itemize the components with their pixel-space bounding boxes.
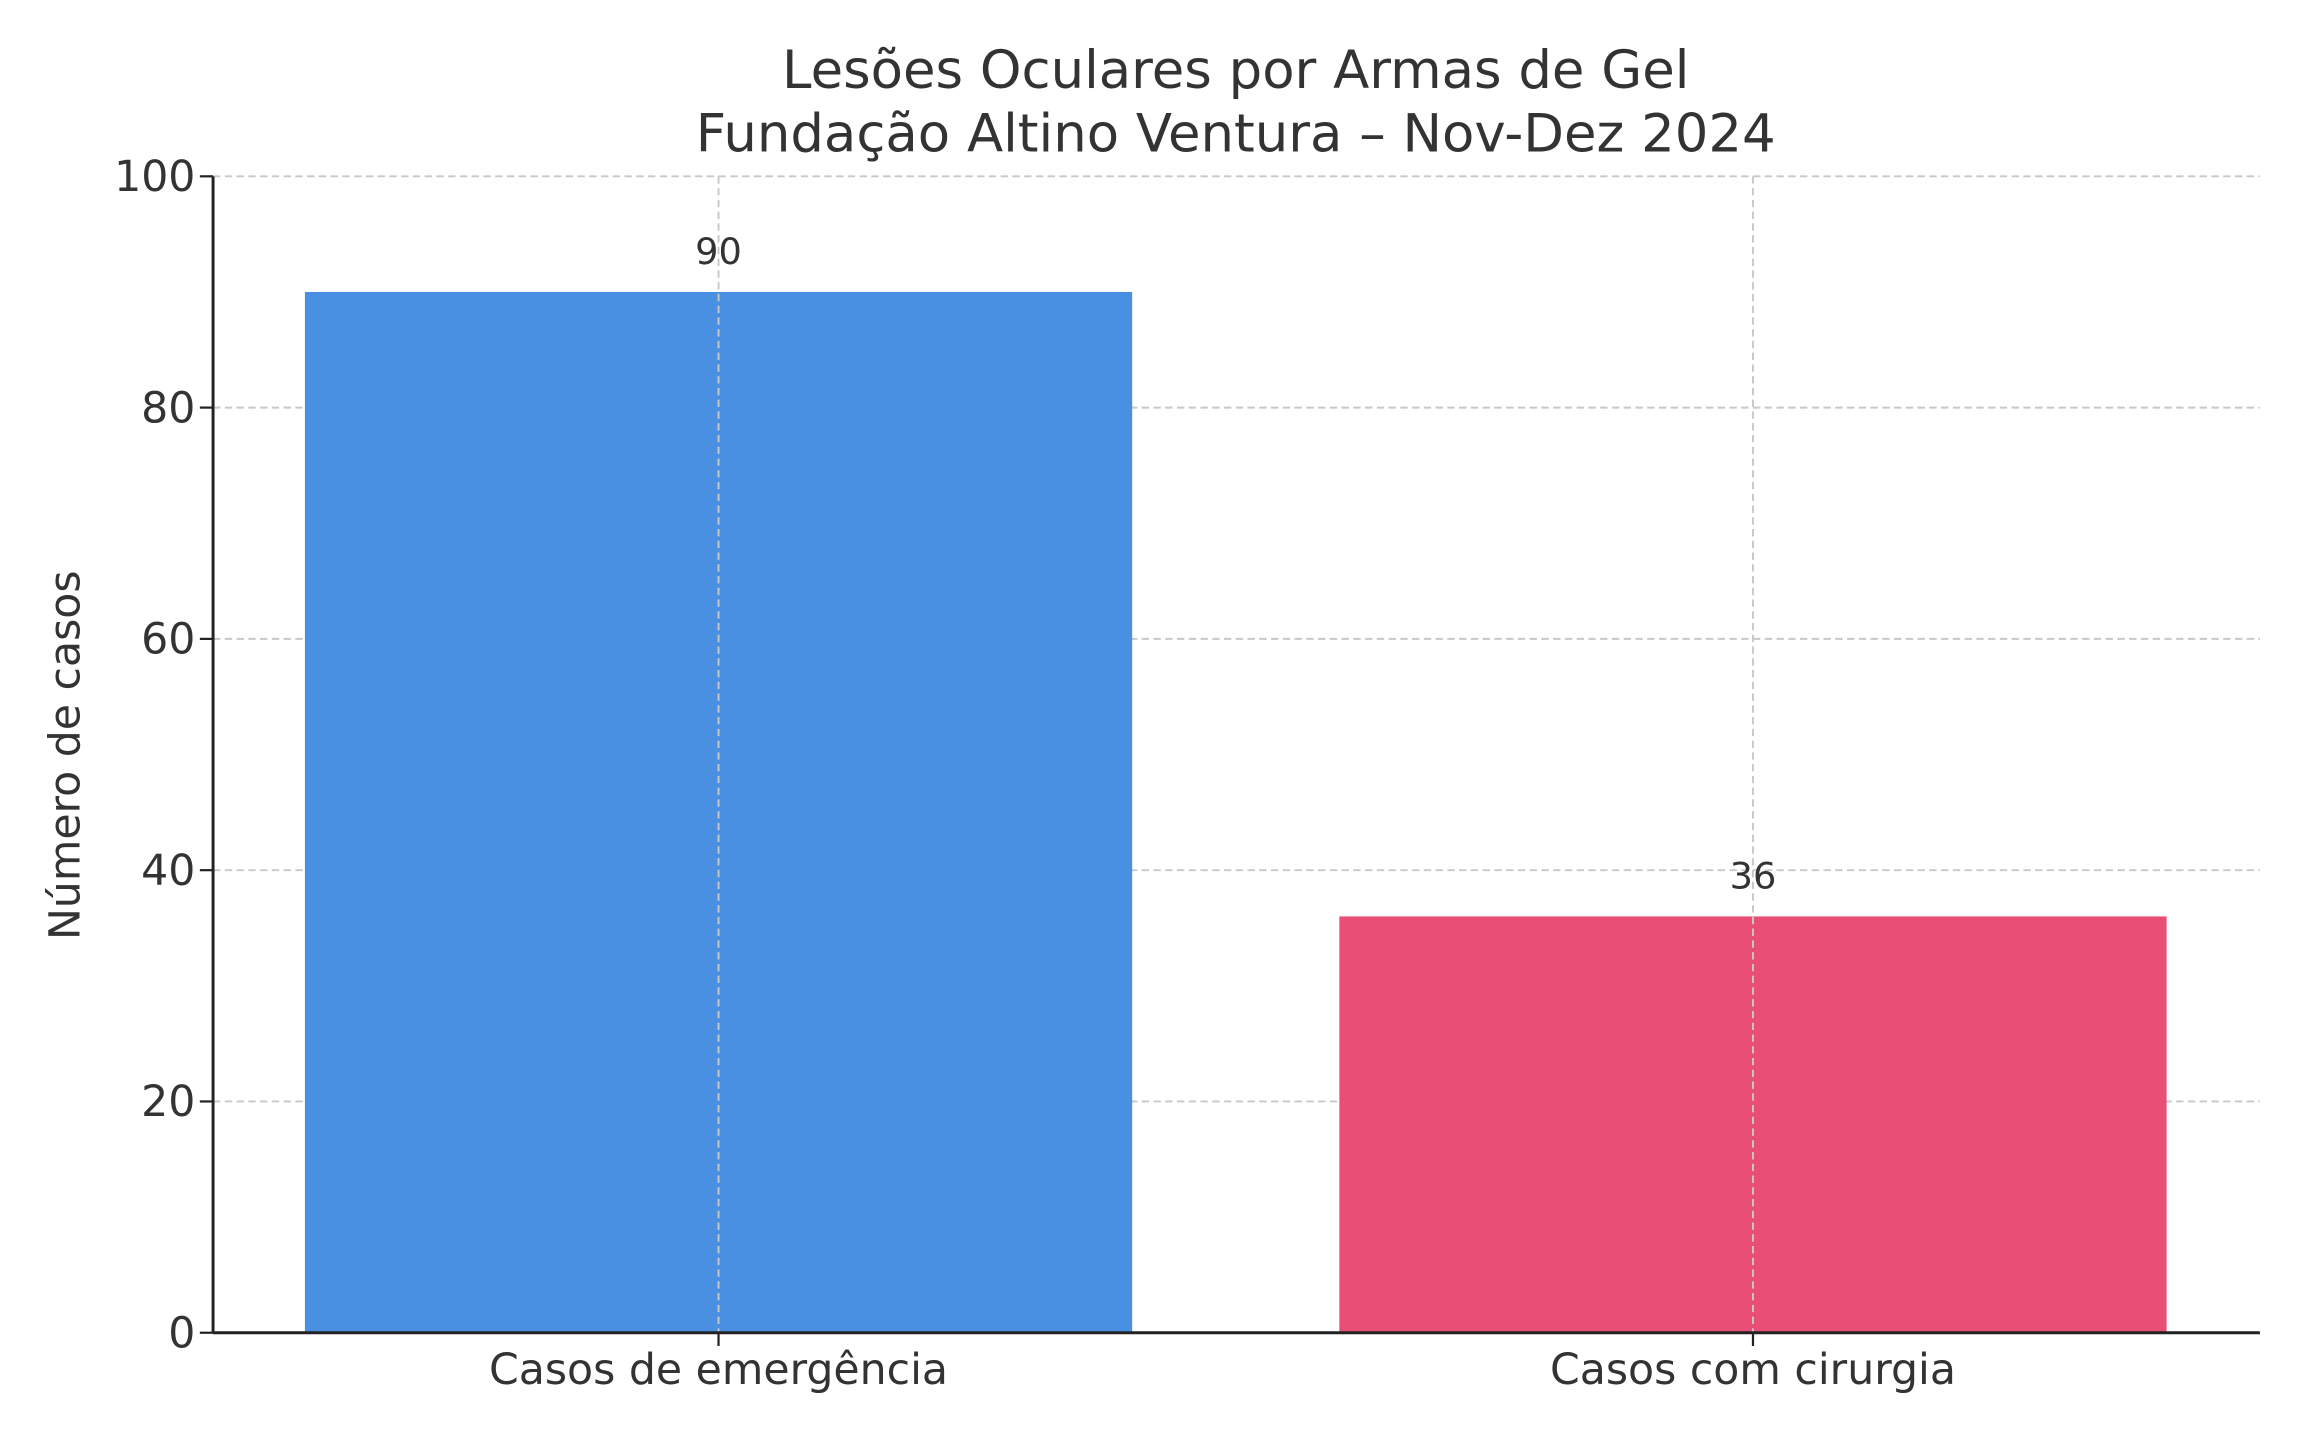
y-tick-label: 20 <box>141 1077 195 1127</box>
y-axis-label: Número de casos <box>40 570 90 940</box>
y-tick-label: 80 <box>141 383 195 433</box>
x-tick-label: Casos de emergência <box>489 1345 948 1395</box>
x-tick-label: Casos com cirurgia <box>1550 1345 1956 1395</box>
y-tick-label: 40 <box>141 846 195 896</box>
bars: 90 36 <box>304 176 2167 1333</box>
y-tick-label: 100 <box>114 152 195 202</box>
y-tick-label: 0 <box>168 1308 195 1358</box>
axes: 0 20 40 60 80 100 Casos de emergência Casos com… <box>114 152 2260 1395</box>
data-label: 36 <box>1730 855 1777 898</box>
data-label: 90 <box>695 230 742 273</box>
chart-title-line-2: Fundação Altino Ventura – Nov-Dez 2024 <box>696 103 1776 164</box>
chart-title-line-1: Lesões Oculares por Armas de Gel <box>782 40 1689 101</box>
y-tick-label: 60 <box>141 615 195 665</box>
